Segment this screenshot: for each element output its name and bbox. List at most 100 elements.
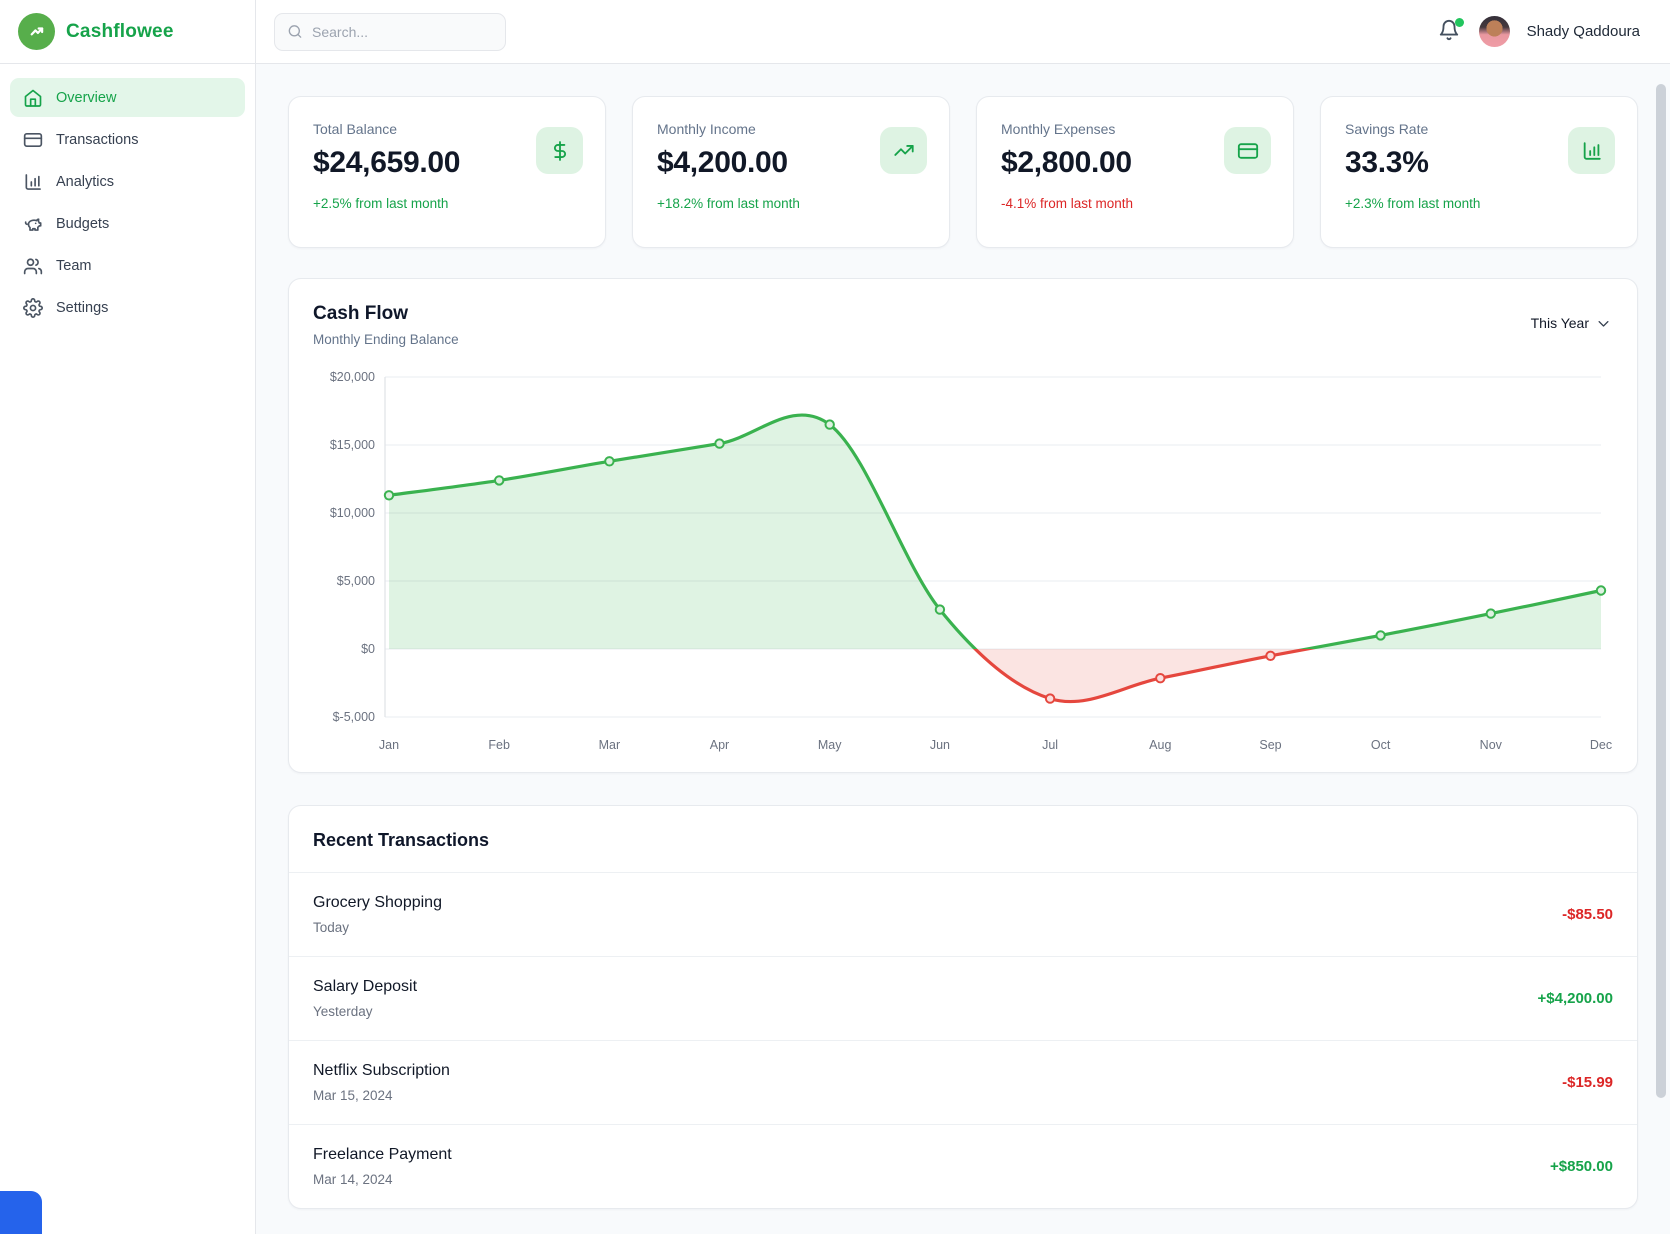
transaction-info: Grocery Shopping Today [313,894,442,935]
y-tick-label: $15,000 [330,438,375,452]
cashflow-chart: $20,000 $15,000 $10,000 $5,000 $0 $-5,000 Jan F… [313,357,1613,762]
credit-card-icon [1237,142,1258,159]
transaction-row[interactable]: Salary Deposit Yesterday +$4,200.00 [289,957,1637,1041]
transactions-list: Grocery Shopping Today -$85.50 Salary Depos… [289,873,1637,1208]
y-tick-label: $-5,000 [333,710,375,724]
transaction-info: Netflix Subscription Mar 15, 2024 [313,1062,450,1103]
notifications-button[interactable] [1436,17,1464,45]
stat-icon-tile [1568,127,1615,174]
x-tick-label: Jan [379,738,399,752]
transaction-row[interactable]: Netflix Subscription Mar 15, 2024 -$15.99 [289,1041,1637,1125]
y-tick-label: $5,000 [337,574,375,588]
transaction-amount: -$15.99 [1562,1074,1613,1091]
brand-logo-icon [18,13,55,50]
transactions-card: Recent Transactions Grocery Shopping Toda… [288,805,1638,1209]
x-tick-label: Feb [488,738,510,752]
chart-header: Cash Flow Monthly Ending Balance This Ye… [313,303,1613,347]
dev-indicator-badge[interactable] [0,1191,42,1234]
scrollbar-thumb[interactable] [1656,84,1666,1098]
x-tick-label: Sep [1259,738,1281,752]
x-tick-label: Nov [1480,738,1503,752]
sidebar-item-analytics[interactable]: Analytics [10,162,245,201]
x-tick-label: May [818,738,842,752]
stat-label: Monthly Income [657,121,756,137]
stat-value: $4,200.00 [657,146,788,179]
transaction-row[interactable]: Freelance Payment Mar 14, 2024 +$850.00 [289,1125,1637,1208]
transaction-row[interactable]: Grocery Shopping Today -$85.50 [289,873,1637,957]
bar-chart-icon [1583,141,1601,160]
time-range-select[interactable]: This Year [1529,309,1613,337]
search-input[interactable] [312,23,493,40]
sidebar-item-overview[interactable]: Overview [10,78,245,117]
main-content: Total Balance $24,659.00 +2.5% from last m… [256,64,1670,1234]
topbar: Shady Qaddoura [256,0,1670,64]
search-icon [288,25,302,38]
chart-point [934,604,946,615]
time-range-value: This Year [1530,315,1589,331]
stat-delta: +2.3% from last month [1345,196,1481,211]
stat-value: 33.3% [1345,146,1429,179]
chart-point [494,475,505,486]
sidebar-item-budgets[interactable]: Budgets [10,204,245,243]
brand: Cashflowee [0,0,255,64]
chart-point [714,438,725,449]
x-tick-label: Aug [1149,738,1171,752]
transaction-date: Yesterday [313,1004,373,1019]
chart-point [1595,585,1607,596]
transaction-amount: -$85.50 [1562,906,1613,923]
chart-titles: Cash Flow Monthly Ending Balance [313,303,459,347]
transaction-info: Salary Deposit Yesterday [313,978,417,1019]
transaction-amount: +$4,200.00 [1537,990,1614,1007]
chevron-down-icon [1598,320,1609,327]
x-tick-label: Mar [599,738,621,752]
users-icon [23,257,43,274]
sidebar-item-team[interactable]: Team [10,246,245,285]
transaction-date: Mar 15, 2024 [313,1088,393,1103]
chart-point [1485,608,1497,619]
stat-delta: +2.5% from last month [313,196,449,211]
sidebar-item-label: Overview [56,89,117,106]
x-tick-label: Apr [710,738,729,752]
transaction-date: Today [313,920,350,935]
sidebar-item-label: Analytics [56,173,115,190]
trending-up-icon [893,144,914,156]
chart-subtitle: Monthly Ending Balance [313,332,459,347]
brand-name: Cashflowee [66,20,174,42]
chart-point [1375,630,1386,641]
transactions-title: Recent Transactions [313,830,490,850]
y-tick-label: $0 [361,642,375,656]
stat-label: Savings Rate [1345,121,1429,137]
x-tick-label: Oct [1371,738,1391,752]
sidebar-item-label: Team [56,257,92,274]
y-tick-label: $10,000 [330,506,375,520]
chart-point [1155,673,1166,684]
chart-point [383,490,395,501]
user-avatar[interactable] [1478,16,1510,47]
stat-card-monthly-expenses: Monthly Expenses $2,800.00 -4.1% from last… [976,96,1294,248]
x-tick-label: Jul [1042,738,1058,752]
stat-icon-tile [1224,127,1271,174]
stat-delta: +18.2% from last month [657,196,800,211]
stat-card-monthly-income: Monthly Income $4,200.00 +18.2% from last … [632,96,950,248]
x-tick-label: Dec [1590,738,1612,752]
piggy-bank-icon [24,217,42,231]
transaction-info: Freelance Payment Mar 14, 2024 [313,1146,452,1187]
stat-label: Total Balance [313,121,398,137]
topbar-right: Shady Qaddoura [1436,16,1640,47]
chart-point [824,419,835,430]
sidebar-item-settings[interactable]: Settings [10,288,245,327]
transactions-header: Recent Transactions [289,806,1637,873]
sidebar-item-transactions[interactable]: Transactions [10,120,245,159]
transaction-amount: +$850.00 [1550,1158,1613,1175]
transaction-name: Netflix Subscription [313,1062,450,1079]
stat-icon-tile [880,127,927,174]
y-tick-label: $20,000 [330,370,375,384]
sidebar-item-label: Budgets [56,215,110,232]
bell-icon [1439,20,1458,41]
stat-delta: -4.1% from last month [1001,196,1134,211]
stat-icon-tile [536,127,583,174]
stat-value: $2,800.00 [1001,146,1132,179]
search-box[interactable] [274,12,506,51]
cashflow-card: Cash Flow Monthly Ending Balance This Ye… [288,278,1638,773]
